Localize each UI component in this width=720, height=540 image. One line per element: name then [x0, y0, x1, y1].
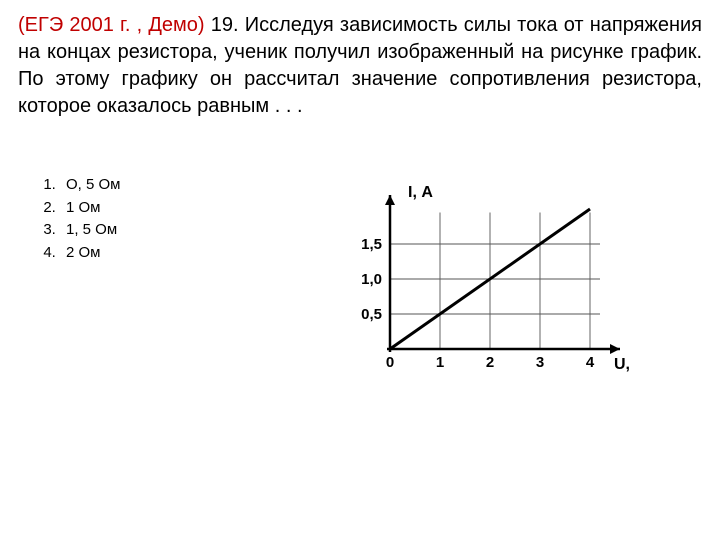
question-number: 19. [211, 14, 239, 36]
svg-text:3: 3 [536, 354, 544, 371]
answer-options: О, 5 Ом 1 Ом 1, 5 Ом 2 Ом [38, 174, 238, 374]
svg-text:1,5: 1,5 [361, 236, 382, 253]
content-row: О, 5 Ом 1 Ом 1, 5 Ом 2 Ом 0 1 2 3 4 0,5 1,0 1,5… [0, 124, 720, 374]
option-2: 1 Ом [60, 197, 238, 220]
question-prefix: (ЕГЭ 2001 г. , Демо) [18, 14, 211, 36]
svg-text:2: 2 [486, 354, 494, 371]
svg-text:4: 4 [586, 354, 595, 371]
svg-text:0: 0 [386, 354, 394, 371]
question-text: (ЕГЭ 2001 г. , Демо) 19. Исследуя зависи… [0, 0, 720, 124]
option-4: 2 Ом [60, 242, 238, 265]
options-list: О, 5 Ом 1 Ом 1, 5 Ом 2 Ом [38, 174, 238, 264]
svg-text:0,5: 0,5 [361, 306, 382, 323]
svg-text:1,0: 1,0 [361, 271, 382, 288]
svg-text:I, А: I, А [408, 184, 433, 201]
iv-chart: 0 1 2 3 4 0,5 1,0 1,5 I, А U, В [335, 174, 635, 374]
option-3: 1, 5 Ом [60, 219, 238, 242]
chart-container: 0 1 2 3 4 0,5 1,0 1,5 I, А U, В [238, 174, 702, 374]
option-1: О, 5 Ом [60, 174, 238, 197]
svg-text:U, В: U, В [614, 356, 635, 373]
svg-text:1: 1 [436, 354, 444, 371]
